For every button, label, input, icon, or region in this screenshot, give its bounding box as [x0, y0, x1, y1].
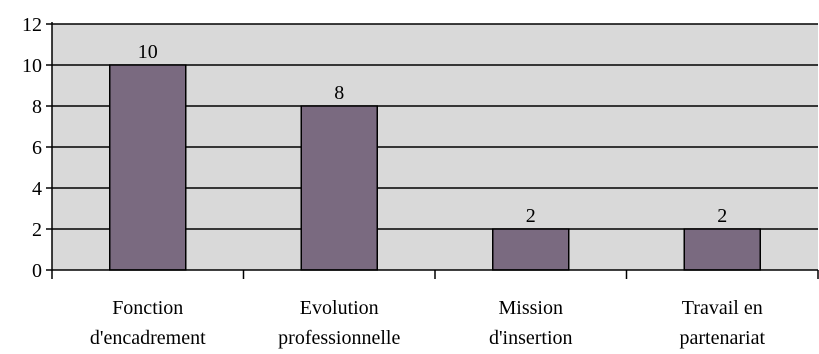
y-tick-labels: 0 2 4 6 8 10 12 [22, 14, 42, 282]
y-tick-label-0: 0 [32, 260, 42, 282]
category-label-line: Mission [499, 297, 563, 319]
axes [46, 22, 819, 279]
bar-1 [109, 64, 187, 271]
data-label-2: 8 [334, 82, 344, 104]
category-label-2: Evolution professionnelle [278, 297, 400, 349]
y-tick-label-8: 8 [32, 96, 42, 118]
bar-3 [492, 228, 570, 271]
category-label-3: Mission d'insertion [489, 297, 573, 349]
category-label-line: partenariat [680, 327, 766, 349]
y-tick-label-4: 4 [32, 178, 42, 200]
category-label-line: Fonction [112, 297, 183, 319]
category-label-line: d'encadrement [90, 327, 206, 349]
data-labels: 10 8 2 2 [138, 41, 728, 227]
y-tick-label-2: 2 [32, 219, 42, 241]
data-label-1: 10 [138, 41, 158, 63]
bar-4 [683, 228, 761, 271]
category-label-4: Travail en partenariat [680, 297, 766, 349]
category-label-line: Travail en [682, 297, 763, 319]
category-labels: Fonction d'encadrement Evolution profession… [90, 297, 766, 349]
y-tick-label-12: 12 [22, 14, 42, 36]
y-tick-label-6: 6 [32, 137, 42, 159]
category-label-1: Fonction d'encadrement [90, 297, 206, 349]
bars [109, 64, 761, 271]
data-label-4: 2 [717, 205, 727, 227]
y-tick-label-10: 10 [22, 55, 42, 77]
category-label-line: professionnelle [278, 327, 400, 349]
category-label-line: d'insertion [489, 327, 573, 349]
category-label-line: Evolution [300, 297, 379, 319]
data-label-3: 2 [526, 205, 536, 227]
bar-2 [300, 105, 378, 271]
